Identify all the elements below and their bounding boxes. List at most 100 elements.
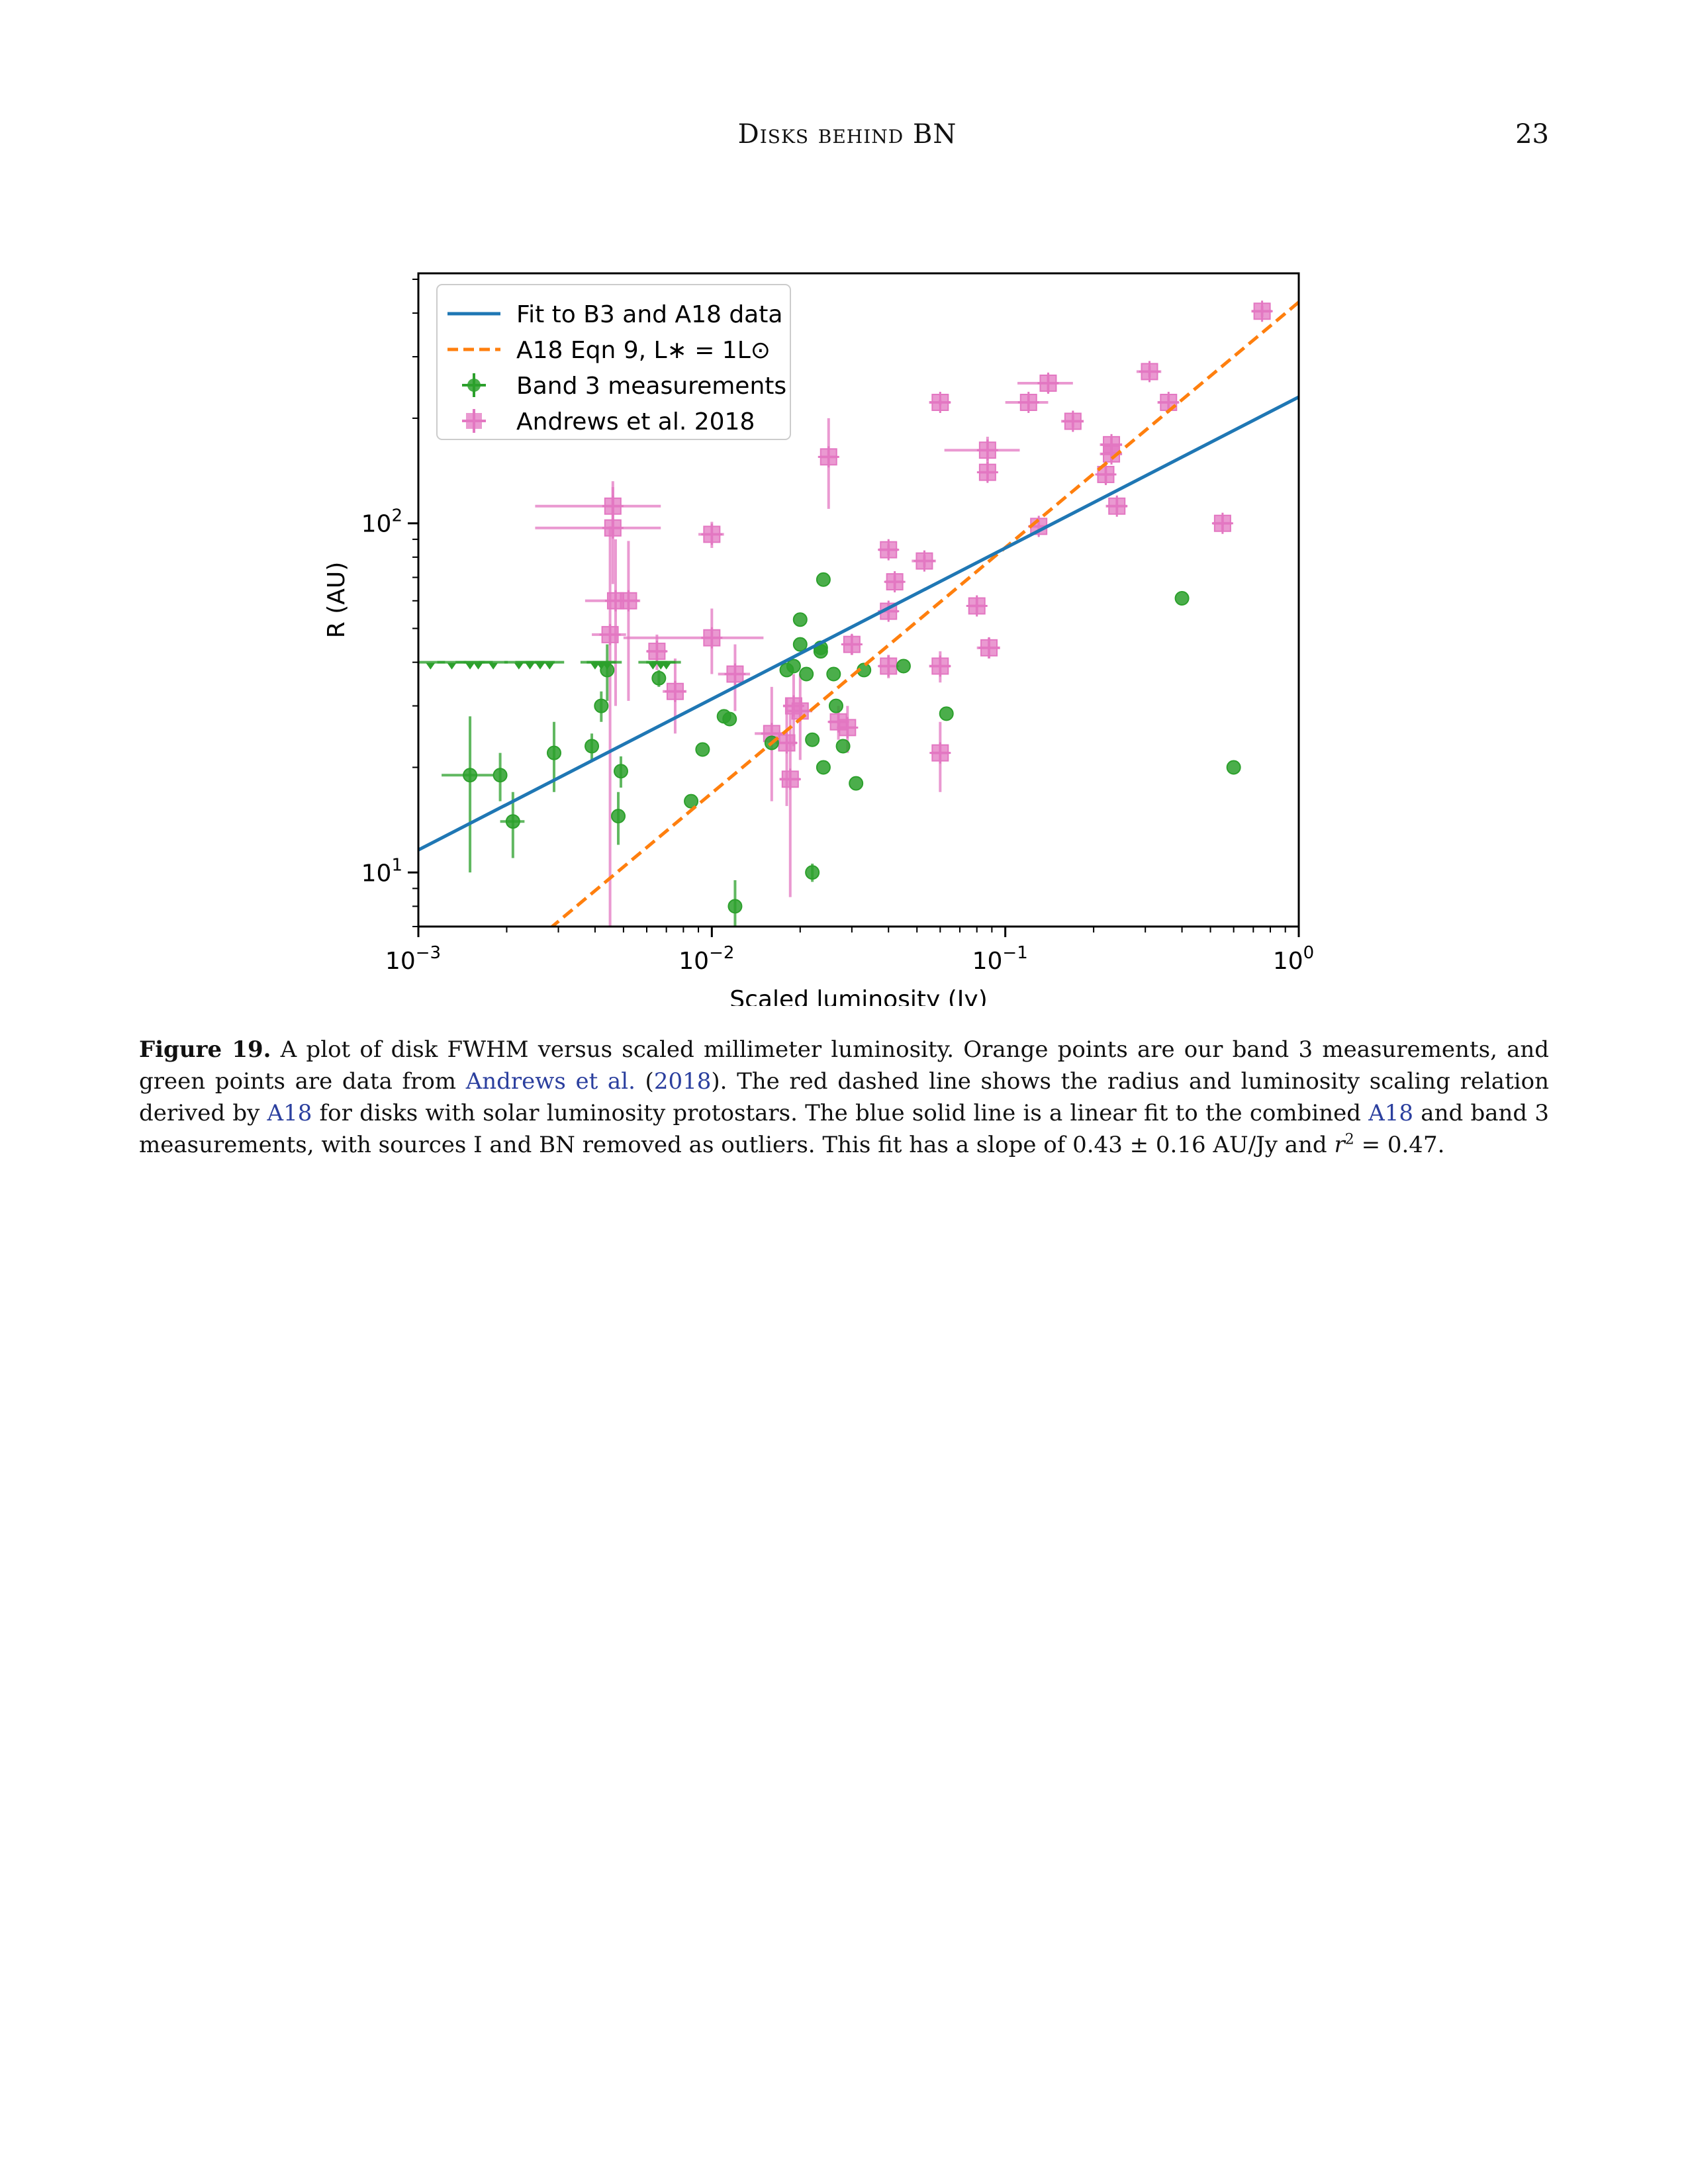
- andrews-point-41: [1157, 392, 1180, 414]
- andrews-point-20: [878, 539, 900, 561]
- band3-marker: [492, 768, 508, 783]
- upper-limit-9: [535, 660, 565, 670]
- andrews-point-27: [929, 721, 951, 792]
- band3-marker: [594, 698, 609, 713]
- citation-link-a18[interactable]: A18: [267, 1100, 312, 1126]
- andrews-point-6: [646, 634, 668, 670]
- band3-point-29: [828, 698, 843, 713]
- upper-limit-marker: [648, 662, 658, 670]
- upper-limit-marker: [465, 662, 475, 670]
- andrews-point-24: [912, 550, 936, 572]
- band3-marker: [722, 711, 737, 727]
- citation-link-year[interactable]: 2018: [653, 1068, 712, 1095]
- andrews-point-13: [779, 713, 801, 897]
- andrews-point-2: [535, 486, 661, 584]
- andrews-point-31: [976, 637, 1000, 659]
- andrews-point-28: [966, 595, 988, 617]
- band3-point-11: [684, 794, 699, 809]
- band3-point-20: [792, 637, 808, 652]
- band3-point-1: [442, 716, 494, 873]
- figure-caption: Figure 19. A plot of disk FWHM versus sc…: [139, 1034, 1549, 1161]
- band3-point-6: [594, 691, 609, 722]
- band3-marker: [799, 666, 814, 682]
- band3-marker: [1174, 590, 1190, 606]
- upper-limit-15: [651, 660, 681, 670]
- band3-point-35: [1174, 590, 1190, 606]
- andrews-point-25: [929, 392, 951, 414]
- x-tick-label: 10−3: [385, 943, 441, 975]
- band3-marker: [505, 814, 520, 829]
- legend-fit-label: Fit to B3 and A18 data: [516, 301, 782, 328]
- band3-point-12: [695, 742, 710, 757]
- caption-text-3: ). The red dashed line shows the radius …: [139, 1068, 1549, 1126]
- band3-point-33: [896, 659, 911, 674]
- andrews-point-42: [1211, 512, 1233, 534]
- legend-band3-label: Band 3 measurements: [516, 373, 786, 400]
- y-tick-label: 101: [361, 855, 402, 887]
- band3-point-5: [585, 733, 600, 760]
- band3-point-26: [816, 760, 831, 775]
- andrews-point-18: [837, 705, 859, 753]
- andrews-point-26: [929, 651, 951, 683]
- upper-limit-marker: [473, 662, 483, 670]
- legend-swatch: [466, 413, 482, 429]
- band3-point-23: [805, 863, 820, 882]
- andrews-point-30: [976, 461, 998, 483]
- band3-marker: [826, 666, 841, 682]
- andrews-point-36: [1095, 463, 1117, 485]
- andrews-point-9: [623, 608, 764, 674]
- band3-marker: [684, 794, 699, 809]
- band3-marker: [805, 865, 820, 880]
- andrews-point-22: [878, 655, 900, 678]
- band3-point-36: [1226, 760, 1241, 775]
- upper-limit-marker: [535, 662, 545, 670]
- band3-marker: [651, 670, 667, 686]
- caption-text-1: A plot of disk FWHM versus scaled millim…: [139, 1036, 1550, 1095]
- band3-marker: [816, 760, 831, 775]
- citation-link-andrews[interactable]: Andrews et al.: [465, 1068, 635, 1095]
- band3-marker: [786, 659, 801, 674]
- caption-text-4: for disks with solar luminosity protosta…: [312, 1100, 1369, 1126]
- legend-swatch: [467, 379, 481, 392]
- figure-19: 10−3 10−2 10−1 100 101 102 Scaled luminosity (…: [311, 251, 1344, 1006]
- citation-link-a18-2[interactable]: A18: [1368, 1100, 1414, 1126]
- andrews-point-19: [841, 633, 863, 655]
- upper-limit-5: [479, 660, 508, 670]
- band3-marker: [1226, 760, 1241, 775]
- band3-marker: [805, 732, 820, 747]
- band3-marker: [695, 742, 710, 757]
- x-tick-label: 10−2: [679, 943, 734, 975]
- andrews-point-29: [944, 436, 1020, 465]
- band3-point-14: [722, 711, 737, 727]
- band3-point-28: [826, 666, 841, 682]
- upper-limit-marker: [489, 662, 498, 670]
- andrews-point-33: [1005, 392, 1049, 414]
- band3-point-9: [611, 792, 626, 845]
- band3-marker: [835, 739, 851, 754]
- legend-band3: Band 3 measurements: [462, 373, 786, 400]
- band3-marker: [792, 612, 808, 627]
- band3-point-8: [613, 756, 628, 788]
- andrews-point-43: [1251, 300, 1273, 322]
- caption-r-exponent: 2: [1344, 1131, 1354, 1148]
- caption-r-symbol: r: [1334, 1132, 1345, 1158]
- band3-marker: [849, 776, 864, 791]
- band3-point-30: [835, 739, 851, 754]
- band3-marker: [611, 809, 626, 824]
- band3-marker: [828, 698, 843, 713]
- legend-andrews-label: Andrews et al. 2018: [516, 408, 755, 435]
- upper-limit-marker: [661, 662, 671, 670]
- caption-label: Figure 19.: [139, 1036, 271, 1063]
- band3-point-22: [805, 732, 820, 747]
- band3-point-10: [651, 670, 667, 687]
- andrews-point-23: [884, 571, 906, 593]
- x-axis-label: Scaled luminosity (Jy): [729, 986, 988, 1006]
- legend-andrews: Andrews et al. 2018: [462, 408, 755, 435]
- page-number: 23: [1515, 119, 1549, 150]
- band3-point-31: [849, 776, 864, 791]
- band3-marker: [546, 745, 561, 760]
- upper-limit-marker: [545, 662, 555, 670]
- andrews-point-39: [1105, 495, 1128, 517]
- andrews-point-40: [1136, 361, 1162, 383]
- band3-marker: [585, 739, 600, 754]
